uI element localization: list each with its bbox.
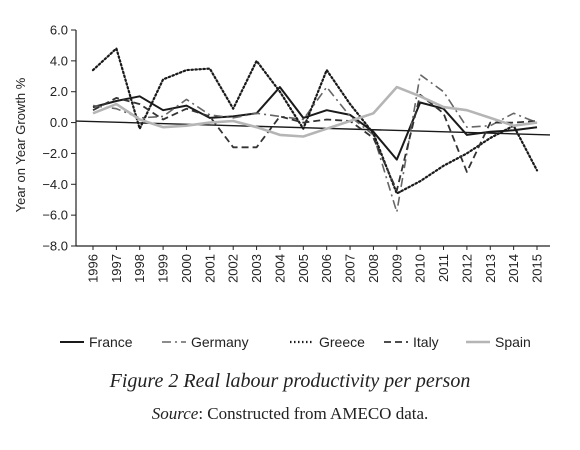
- source-text: : Constructed from AMECO data.: [198, 404, 429, 423]
- series-lines: [91, 47, 539, 213]
- x-tick-label: 1997: [109, 254, 124, 283]
- x-tick-label: 2012: [459, 254, 474, 283]
- x-tick-label: 1998: [132, 254, 147, 283]
- legend-label-greece: Greece: [319, 334, 365, 350]
- x-tick-label: 2014: [506, 254, 521, 283]
- x-tick-label: 2007: [343, 254, 358, 283]
- y-tick-label: −2.0: [42, 146, 68, 161]
- x-tick-label: 2001: [202, 254, 217, 283]
- legend-label-italy: Italy: [413, 334, 439, 350]
- y-tick-label: 0.0: [50, 115, 68, 130]
- x-tick-label: 2000: [179, 254, 194, 283]
- series-line-greece: [91, 47, 539, 195]
- y-tick-label: 6.0: [50, 23, 68, 38]
- x-tick-label: 1999: [156, 254, 171, 283]
- series-line-france: [92, 86, 538, 161]
- x-tick-label: 2010: [413, 254, 428, 283]
- figure-source: Source: Constructed from AMECO data.: [0, 404, 580, 424]
- x-axis: 1996 1997 1998 1999 2000 2001 2002 2003 2004 2005…: [76, 245, 550, 283]
- x-tick-label: 2008: [366, 254, 381, 283]
- y-tick-label: 2.0: [50, 84, 68, 99]
- y-axis-title: Year on Year Growth %: [13, 77, 28, 212]
- y-tick-label: −8.0: [42, 239, 68, 254]
- figure-caption: Figure 2 Real labour productivity per pe…: [109, 370, 471, 392]
- legend: France Germany Greece Italy Spain: [60, 334, 531, 350]
- x-tick-label: 2011: [436, 254, 451, 282]
- y-tick-label: −4.0: [42, 177, 68, 192]
- x-tick-label: 2003: [249, 254, 264, 283]
- legend-label-france: France: [89, 334, 133, 350]
- y-tick-label: 4.0: [50, 53, 68, 68]
- y-tick-label: −6.0: [42, 208, 68, 223]
- y-axis: 6.0 4.0 2.0 0.0 −2.0 −4.0 −6.0 −8.0: [42, 23, 77, 254]
- x-tick-label: 2006: [319, 254, 334, 283]
- series-line-germany: [92, 73, 538, 213]
- productivity-chart: 6.04.02.00.0−2.0−4.0−6.0−8.0 1996 1997 199…: [13, 23, 551, 350]
- legend-label-germany: Germany: [191, 334, 249, 350]
- x-tick-label: 2013: [483, 254, 498, 283]
- x-tick-label: 2005: [296, 254, 311, 283]
- x-tick-label: 2004: [272, 254, 287, 283]
- legend-label-spain: Spain: [495, 334, 531, 350]
- series-line-spain: [92, 85, 538, 138]
- x-tick-label: 2002: [226, 254, 241, 283]
- series-line-italy: [92, 93, 538, 192]
- source-label: Source: [151, 404, 199, 423]
- x-tick-label: 2009: [389, 254, 404, 283]
- x-tick-label: 2015: [530, 254, 545, 283]
- x-tick-label: 1996: [86, 254, 101, 283]
